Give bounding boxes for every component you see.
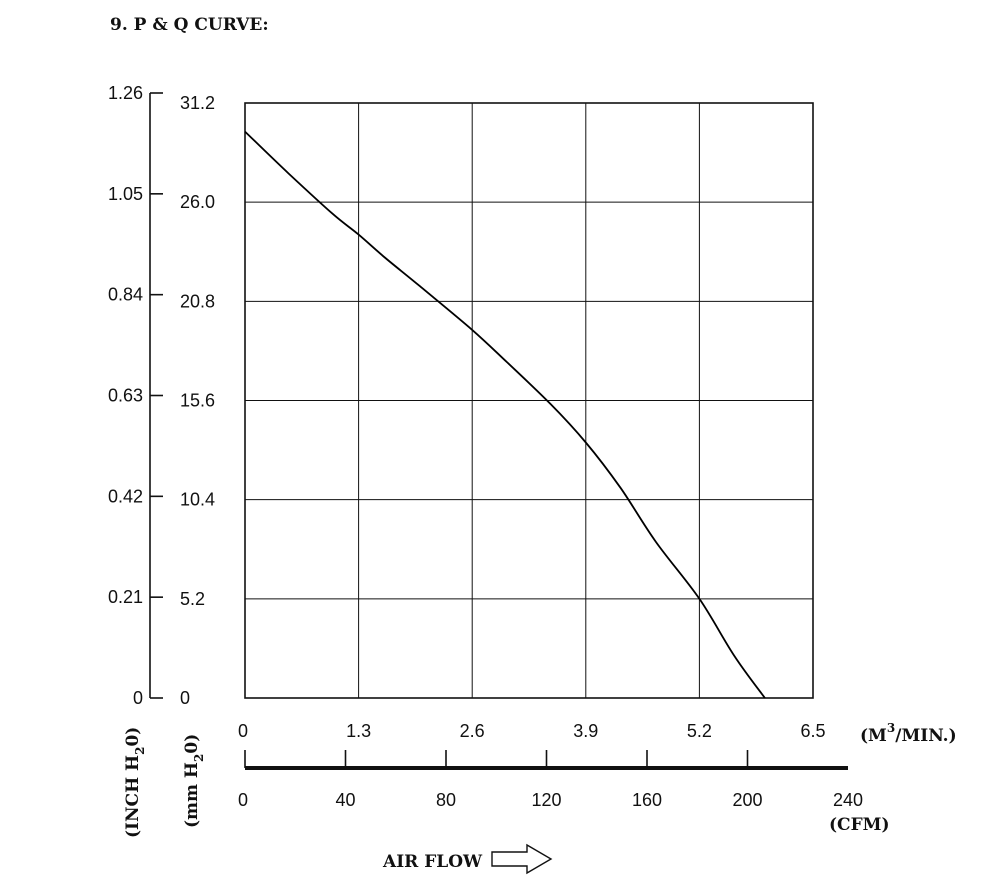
inch-tick-label: 0.21 (108, 587, 143, 607)
inch-tick-label: 1.26 (108, 83, 143, 103)
mm-tick-label: 26.0 (180, 192, 215, 212)
airflow-label: AIR FLOW (382, 852, 483, 872)
inch-axis-label: (INCH H20) (123, 727, 147, 838)
cfm-axis-ticks: 0 40 80 120 160 200 240 (238, 750, 863, 810)
grid-lines (245, 103, 813, 698)
cfm-tick-label: 160 (632, 790, 662, 810)
m3-unit-label: (M3/MIN.) (860, 721, 957, 746)
inch-tick-label: 0 (133, 688, 143, 708)
inch-tick-label: 1.05 (108, 184, 143, 204)
cfm-tick-label: 120 (531, 790, 561, 810)
inch-tick-label: 0.42 (108, 486, 143, 506)
mm-tick-label: 15.6 (180, 391, 215, 411)
m3-tick-label: 1.3 (346, 721, 371, 741)
inch-axis-ticks: 0 0.21 0.42 0.63 0.84 1.05 1.26 (108, 83, 163, 708)
cfm-unit-label: (CFM) (829, 815, 890, 835)
m3-axis-ticks: 0 1.3 2.6 3.9 5.2 6.5 (238, 721, 826, 741)
chart-title: 9. P & Q CURVE: (110, 15, 269, 35)
mm-tick-label: 20.8 (180, 291, 215, 311)
plot-frame (244, 102, 814, 699)
m3-tick-label: 0 (238, 721, 248, 741)
m3-tick-label: 2.6 (460, 721, 485, 741)
m3-tick-label: 6.5 (800, 721, 825, 741)
mm-tick-label: 10.4 (180, 490, 215, 510)
m3-tick-label: 3.9 (573, 721, 598, 741)
cfm-tick-label: 40 (335, 790, 355, 810)
cfm-tick-label: 200 (732, 790, 762, 810)
inch-tick-label: 0.63 (108, 386, 143, 406)
pq-curve-line (244, 130, 766, 699)
mm-tick-label: 31.2 (180, 93, 215, 113)
cfm-tick-label: 80 (436, 790, 456, 810)
mm-tick-label: 0 (180, 688, 190, 708)
mm-tick-label: 5.2 (180, 589, 205, 609)
inch-tick-label: 0.84 (108, 285, 143, 305)
m3-tick-label: 5.2 (687, 721, 712, 741)
mm-axis-label: (mm H20) (182, 734, 206, 828)
airflow-arrow-icon (491, 843, 553, 875)
cfm-tick-label: 240 (833, 790, 863, 810)
cfm-tick-label: 0 (238, 790, 248, 810)
mm-axis-ticks: 0 5.2 10.4 15.6 20.8 26.0 31.2 (180, 93, 215, 708)
